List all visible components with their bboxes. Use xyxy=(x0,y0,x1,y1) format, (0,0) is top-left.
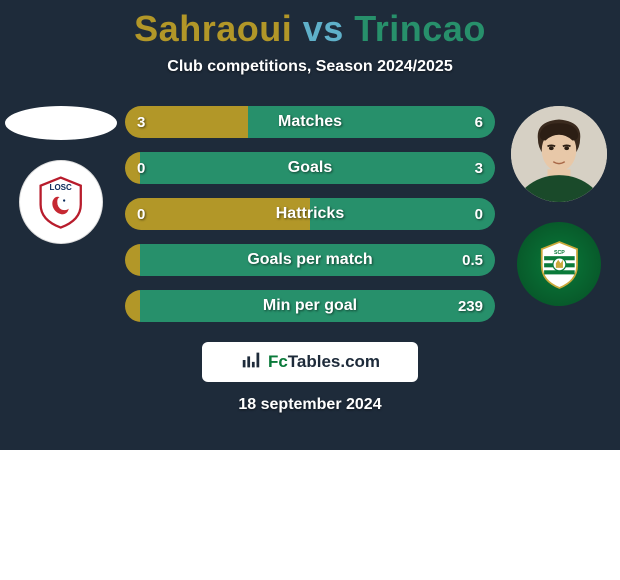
page-title: Sahraoui vs Trincao xyxy=(0,0,620,50)
subtitle: Club competitions, Season 2024/2025 xyxy=(0,58,620,76)
title-player-right: Trincao xyxy=(354,8,486,49)
player-photo-icon xyxy=(511,106,607,202)
bar-label: Min per goal xyxy=(125,290,495,322)
bar-left-value: 0 xyxy=(125,152,157,184)
comparison-card: Sahraoui vs Trincao Club competitions, S… xyxy=(0,0,620,450)
blank-avatar-icon xyxy=(5,106,117,140)
bar-label: Matches xyxy=(125,106,495,138)
stat-bar: Matches3 6 xyxy=(125,106,495,138)
right-side: SCP xyxy=(504,106,614,306)
bar-right-value: 0 xyxy=(463,198,495,230)
bar-left-value: 0 xyxy=(125,198,157,230)
bar-label: Hattricks xyxy=(125,198,495,230)
stat-bar: Hattricks0 0 xyxy=(125,198,495,230)
stat-bar: Min per goal239 xyxy=(125,290,495,322)
bar-right-value: 239 xyxy=(446,290,495,322)
bar-left-value xyxy=(125,290,149,322)
bar-left-value: 3 xyxy=(125,106,157,138)
stat-bar: Goals0 3 xyxy=(125,152,495,184)
bars-container: Matches36Goals03Hattricks00Goals per mat… xyxy=(125,106,495,322)
brand-right: Tables.com xyxy=(288,352,380,371)
title-vs: vs xyxy=(292,8,354,49)
chart-icon xyxy=(240,349,262,376)
svg-text:SCP: SCP xyxy=(554,249,565,255)
sporting-crest-icon: SCP xyxy=(517,222,601,306)
svg-text:LOSC: LOSC xyxy=(50,184,72,193)
title-player-left: Sahraoui xyxy=(134,8,292,49)
stat-bar: Goals per match0.5 xyxy=(125,244,495,276)
bar-left-value xyxy=(125,244,149,276)
brand-left: Fc xyxy=(268,352,288,371)
date-text: 18 september 2024 xyxy=(0,396,620,414)
content-area: LOSC xyxy=(0,106,620,322)
bar-label: Goals xyxy=(125,152,495,184)
brand-text: FcTables.com xyxy=(268,352,380,372)
brand-badge: FcTables.com xyxy=(202,342,418,382)
lille-crest-icon: LOSC xyxy=(19,160,103,244)
left-side: LOSC xyxy=(6,106,116,244)
bar-label: Goals per match xyxy=(125,244,495,276)
bar-right-value: 0.5 xyxy=(450,244,495,276)
bar-right-value: 3 xyxy=(463,152,495,184)
bar-right-value: 6 xyxy=(463,106,495,138)
